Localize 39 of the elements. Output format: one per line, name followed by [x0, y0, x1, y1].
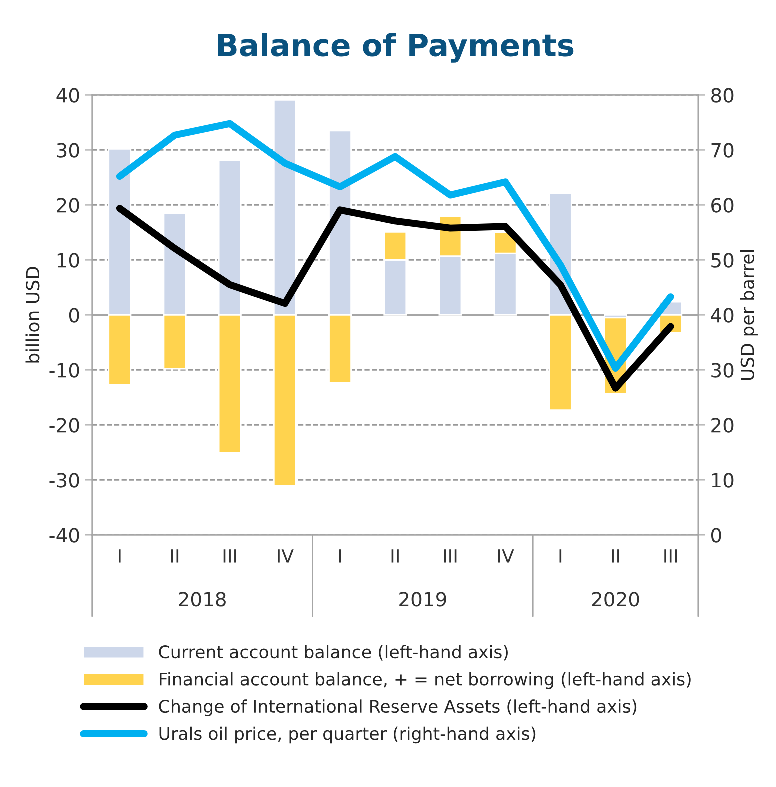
- y2-tick-label: 60: [712, 198, 734, 213]
- x-tick-label: IV: [278, 550, 294, 563]
- y2-tick-label: 80: [712, 88, 734, 103]
- y-tick-label: 20: [57, 198, 80, 213]
- x-tick-label: III: [664, 550, 678, 563]
- text: 2020: [592, 592, 640, 607]
- legend-label: Current account balance (left-hand axis): [159, 645, 508, 661]
- y-tick-label: -10: [50, 363, 80, 378]
- y-tick-label: -20: [50, 418, 80, 433]
- x-tick-label: I: [560, 550, 562, 563]
- y2-tick-label: 70: [712, 143, 734, 158]
- text: 2019: [400, 592, 446, 607]
- y-tick-label: 10: [58, 253, 80, 268]
- y-tick-label: 30: [57, 143, 80, 158]
- y2-tick-label: 40: [711, 308, 734, 323]
- x-tick-label: II: [612, 550, 620, 563]
- y2-tick-label: 50: [712, 253, 734, 268]
- x-tick-label: IV: [498, 550, 514, 563]
- y-tick-label: -30: [50, 473, 80, 488]
- text: 2018: [179, 592, 226, 607]
- y2-tick-label: 20: [712, 418, 734, 433]
- y-tick-label: -40: [50, 528, 80, 543]
- x-tick-label: III: [224, 550, 236, 563]
- legend-label: Financial account balance, + = net borrowing (left-hand axis): [160, 672, 691, 690]
- y2-axis-title: USD per barrel: [740, 250, 758, 380]
- legend-label: Urals oil price, per quarter (right-hand axis): [160, 726, 536, 744]
- legend-label: Change of International Reserve Assets (left-hand axis): [159, 700, 637, 716]
- y-tick-label: 40: [56, 88, 80, 103]
- y-axis-title: billion USD: [26, 267, 40, 363]
- y-tick-label: 0: [69, 308, 80, 323]
- y2-tick-label: 30: [712, 363, 734, 378]
- x-tick-label: I: [119, 550, 121, 563]
- y2-tick-label: 0: [711, 528, 722, 543]
- chart-title: Balance of Payments: [218, 33, 574, 63]
- x-tick-label: III: [444, 550, 457, 563]
- y2-tick-label: 10: [712, 473, 734, 488]
- x-tick-label: II: [171, 550, 179, 563]
- x-tick-label: II: [392, 550, 399, 563]
- x-tick-label: I: [339, 550, 342, 563]
